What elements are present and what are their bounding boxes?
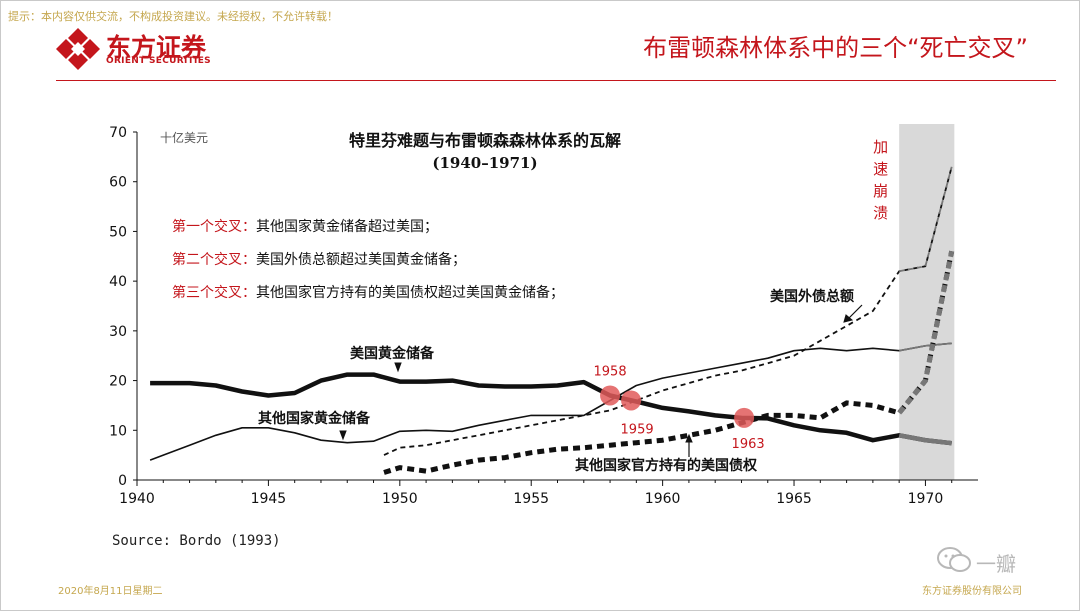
y-tick-label: 40 <box>109 274 127 290</box>
y-tick-label: 10 <box>109 423 127 439</box>
crossing-marker-1 <box>600 385 621 406</box>
crossing-label-2: 1959 <box>621 422 654 437</box>
watermark-text: 一瓣 <box>976 552 1016 576</box>
y-tick-label: 50 <box>109 224 127 240</box>
x-tick-label: 1950 <box>382 491 418 507</box>
svg-text:第三个交叉：其他国家官方持有的美国债权超过美国黄金储备；: 第三个交叉：其他国家官方持有的美国债权超过美国黄金储备； <box>172 284 564 301</box>
crossing-2-prefix: 第二个交叉： <box>172 251 256 268</box>
x-tick-label: 1960 <box>645 491 681 507</box>
crossing-1-text: 其他国家黄金储备超过美国； <box>256 218 438 235</box>
axes-layer: 0 10 20 30 40 50 60 70 1940 1945 1950 1955 1960 1965 1… <box>109 125 978 507</box>
crossing-legend: 第一个交叉：其他国家黄金储备超过美国； 第二个交叉：美国外债总额超过美国黄金储备… <box>172 218 564 301</box>
y-tick-label: 60 <box>109 175 127 191</box>
y-tick-label: 70 <box>109 125 127 141</box>
chart-container: 0 10 20 30 40 50 60 70 1940 1945 1950 1955 1960 1965 1… <box>100 112 1000 522</box>
x-tick-label: 1940 <box>119 491 155 507</box>
highlight-label-char: 速 <box>873 160 888 178</box>
crossing-2-text: 美国外债总额超过美国黄金储备； <box>256 251 466 268</box>
footer-company: 东方证券股份有限公司 <box>922 586 1022 597</box>
series-line-highlight-0 <box>898 433 952 446</box>
svg-text:第二个交叉：美国外债总额超过美国黄金储备；: 第二个交叉：美国外债总额超过美国黄金储备； <box>172 251 466 268</box>
svg-text:第一个交叉：其他国家黄金储备超过美国；: 第一个交叉：其他国家黄金储备超过美国； <box>172 218 438 235</box>
highlight-label-char: 崩 <box>873 182 888 200</box>
arrow-us-liabilities-icon <box>843 314 854 323</box>
series-line-highlight-1 <box>899 342 952 352</box>
series-line-2 <box>383 166 953 456</box>
title-divider <box>56 80 1056 81</box>
source-note: Source: Bordo (1993) <box>112 533 281 549</box>
chart-subtitle: (1940–1971) <box>432 154 537 172</box>
annotation-arrows <box>339 304 863 457</box>
chart-svg: 0 10 20 30 40 50 60 70 1940 1945 1950 1955 1960 1965 1… <box>109 124 978 507</box>
x-tick-label: 1945 <box>251 491 287 507</box>
series-line-0 <box>150 372 952 446</box>
series-line-1 <box>149 342 952 461</box>
arrow-official-claims-icon <box>685 433 693 443</box>
annotation-other-gold: 其他国家黄金储备 <box>258 410 371 427</box>
crossing-marker-2 <box>621 390 642 411</box>
crossing-label-1: 1958 <box>594 364 627 379</box>
wechat-icon <box>937 547 971 572</box>
logo-mark-icon <box>56 28 100 70</box>
unit-label: 十亿美元 <box>160 130 208 145</box>
annotation-us-liabilities: 美国外债总额 <box>770 288 854 305</box>
disclaimer-text: 提示：本内容仅供交流，不构成投资建议。未经授权，不允许转载！ <box>8 10 338 23</box>
y-tick-label: 0 <box>118 473 127 489</box>
series-line-3 <box>383 250 955 475</box>
arrow-us-liabilities-line <box>847 304 863 320</box>
crossing-label-3: 1963 <box>732 437 765 452</box>
x-tick-label: 1970 <box>908 491 944 507</box>
arrow-us-gold-icon <box>394 362 402 373</box>
crossing-1-prefix: 第一个交叉： <box>172 218 256 235</box>
annotation-official-claims: 其他国家官方持有的美国债权 <box>575 457 758 474</box>
watermark: 一瓣 <box>936 546 1056 576</box>
highlight-band <box>899 124 955 480</box>
crossing-3-text: 其他国家官方持有的美国债权超过美国黄金储备； <box>256 284 564 301</box>
y-tick-label: 30 <box>109 324 127 340</box>
highlight-label: 加 速 崩 溃 <box>873 138 888 222</box>
crossing-marker-3 <box>734 407 755 428</box>
x-tick-label: 1955 <box>513 491 549 507</box>
x-tick-label: 1965 <box>776 491 812 507</box>
series-layer <box>149 166 955 475</box>
logo-english-name: ORIENT SECURITIES <box>106 56 211 66</box>
company-logo: 东方证券 ORIENT SECURITIES <box>54 28 254 70</box>
arrow-other-gold-icon <box>339 430 347 441</box>
slide-title: 布雷顿森林体系中的三个“死亡交叉” <box>643 34 1028 62</box>
series-line-highlight-3 <box>897 250 955 415</box>
highlight-label-char: 加 <box>873 138 888 156</box>
annotation-us-gold: 美国黄金储备 <box>350 345 435 362</box>
chart-title: 特里芬难题与布雷顿森森林体系的瓦解 <box>349 131 621 150</box>
markers-layer: 1958 1959 1963 <box>594 364 765 451</box>
series-annotations: 美国黄金储备 其他国家黄金储备 美国外债总额 其他国家官方持有的美国债权 <box>258 288 854 474</box>
highlight-label-char: 溃 <box>873 204 888 222</box>
footer-date: 2020年8月11日星期二 <box>58 586 163 597</box>
logo-chinese-name: 东方证券 <box>106 33 207 62</box>
crossing-3-prefix: 第三个交叉： <box>172 284 256 301</box>
y-tick-label: 20 <box>109 374 127 390</box>
